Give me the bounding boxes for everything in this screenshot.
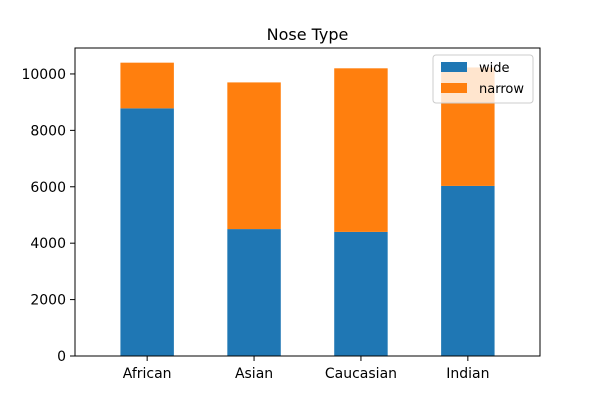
x-tick-label: Indian [446, 366, 489, 382]
y-tick-label: 4000 [30, 236, 66, 252]
y-tick-label: 0 [57, 349, 66, 365]
bar-narrow-african [120, 62, 174, 109]
bar-narrow-caucasian [334, 68, 388, 232]
y-tick-label: 2000 [30, 293, 66, 309]
bar-wide-african [120, 108, 174, 356]
y-tick-label: 8000 [30, 123, 66, 139]
x-axis: African Asian Caucasian Indian [123, 356, 489, 382]
bar-wide-indian [441, 185, 495, 356]
legend-label-wide: wide [479, 61, 510, 76]
bar-narrow-asian [227, 82, 281, 230]
y-axis: 0 2000 4000 6000 8000 10000 [21, 67, 75, 365]
legend-swatch-wide [441, 62, 467, 72]
x-tick-label: African [123, 366, 172, 382]
x-tick-label: Asian [235, 366, 273, 382]
y-tick-label: 10000 [21, 67, 66, 83]
legend-label-narrow: narrow [479, 82, 524, 97]
bar-wide-asian [227, 229, 281, 356]
bar-wide-caucasian [334, 231, 388, 356]
legend-swatch-narrow [441, 83, 467, 93]
chart-title: Nose Type [267, 25, 349, 44]
y-tick-label: 6000 [30, 180, 66, 196]
bars-group [120, 62, 495, 356]
x-tick-label: Caucasian [325, 366, 397, 382]
legend: wide narrow [432, 54, 534, 104]
plot-frame [74, 47, 541, 357]
